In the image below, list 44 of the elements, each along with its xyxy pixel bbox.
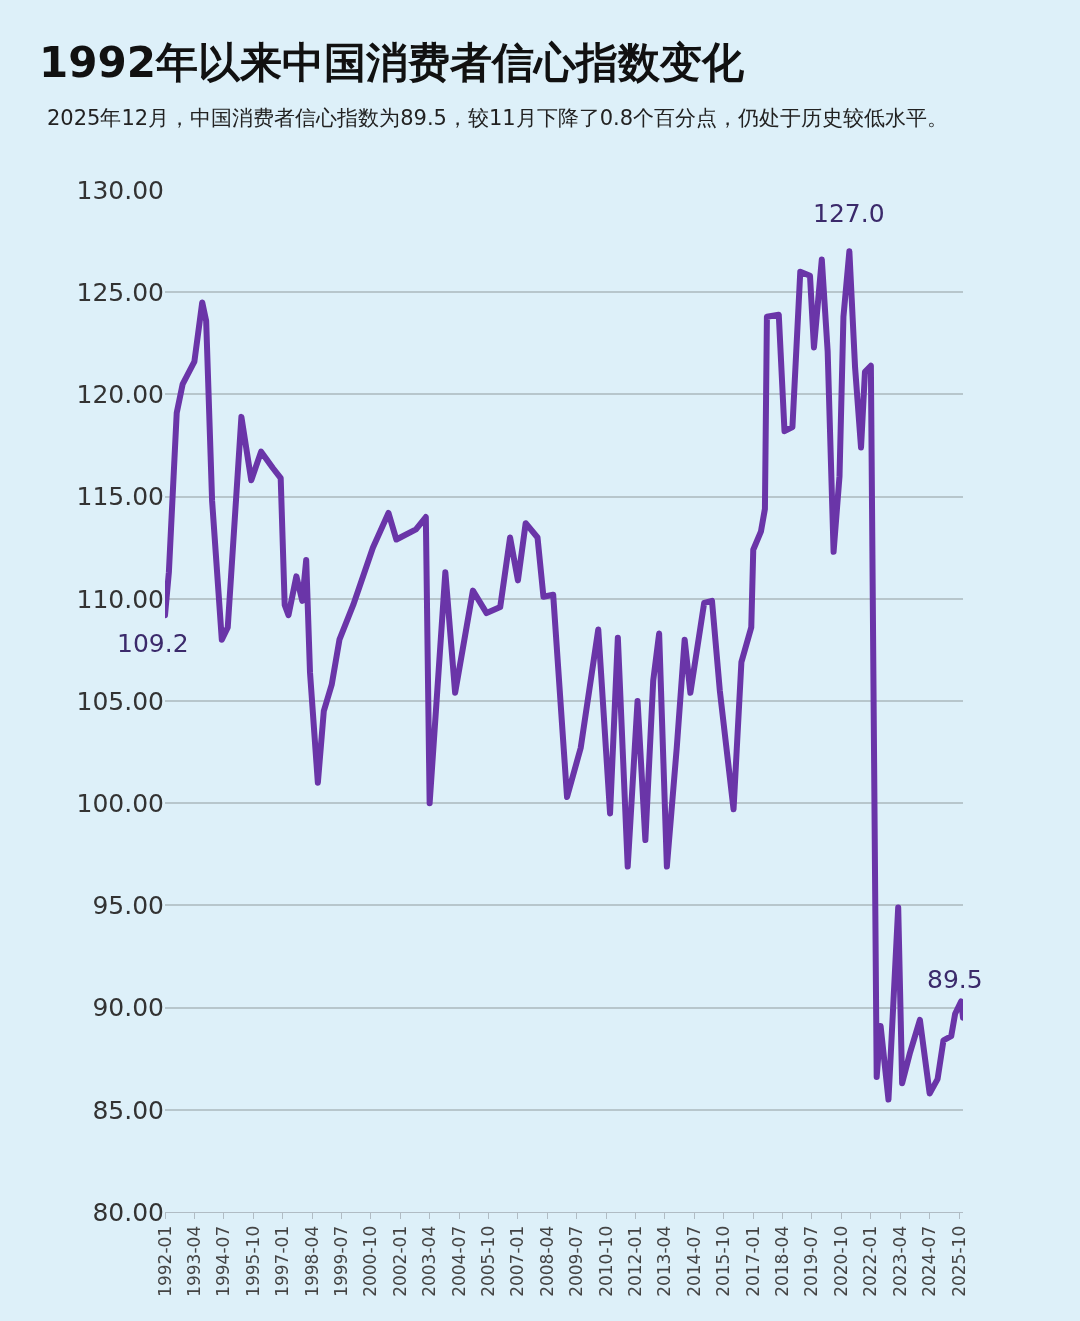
chart-title: 1992年以来中国消费者信心指数变化 bbox=[39, 38, 745, 87]
y-tick-label: 100.00 bbox=[76, 788, 164, 818]
x-tick-label: 2020-10 bbox=[830, 1225, 851, 1297]
x-tick-label: 1999-07 bbox=[330, 1225, 351, 1297]
x-tick-label: 2000-10 bbox=[360, 1225, 381, 1297]
x-tick-label: 1994-07 bbox=[213, 1225, 234, 1297]
annotation: 127.0 bbox=[813, 199, 885, 228]
x-tick-label: 2025-10 bbox=[948, 1225, 969, 1297]
chart-subtitle: 2025年12月，中国消费者信心指数为89.5，较11月下降了0.8个百分点，仍处于历史较低水平。 bbox=[47, 106, 949, 130]
x-tick-label: 2022-01 bbox=[860, 1225, 881, 1297]
y-tick-label: 110.00 bbox=[76, 584, 164, 614]
x-tick-label: 1992-01 bbox=[154, 1225, 175, 1297]
y-tick-label: 115.00 bbox=[76, 482, 164, 512]
x-tick-label: 2014-07 bbox=[683, 1225, 704, 1297]
x-tick-label: 2012-01 bbox=[625, 1225, 646, 1297]
x-tick-label: 2003-04 bbox=[419, 1225, 440, 1297]
y-tick-label: 80.00 bbox=[92, 1197, 164, 1227]
x-tick-label: 2023-04 bbox=[889, 1225, 910, 1297]
y-tick-label: 90.00 bbox=[92, 993, 164, 1023]
x-tick-label: 2004-07 bbox=[448, 1225, 469, 1297]
x-tick-label: 2005-10 bbox=[478, 1225, 499, 1297]
x-tick-label: 2015-10 bbox=[713, 1225, 734, 1297]
x-tick-label: 2017-01 bbox=[742, 1225, 763, 1297]
x-tick-label: 2010-10 bbox=[595, 1225, 616, 1297]
y-tick-label: 125.00 bbox=[76, 277, 164, 307]
y-tick-label: 105.00 bbox=[76, 686, 164, 716]
x-tick-label: 2009-07 bbox=[566, 1225, 587, 1297]
x-tick-label: 2007-01 bbox=[507, 1225, 528, 1297]
x-tick-label: 2019-07 bbox=[801, 1225, 822, 1297]
annotation: 109.2 bbox=[117, 629, 189, 658]
x-tick-label: 2013-04 bbox=[654, 1225, 675, 1297]
x-tick-label: 1995-10 bbox=[242, 1225, 263, 1297]
y-tick-label: 85.00 bbox=[92, 1095, 164, 1125]
x-tick-label: 1998-04 bbox=[301, 1225, 322, 1297]
y-tick-label: 130.00 bbox=[76, 175, 164, 205]
x-tick-label: 2008-04 bbox=[536, 1225, 557, 1297]
x-tick-label: 1993-04 bbox=[183, 1225, 204, 1297]
x-tick-label: 2002-01 bbox=[389, 1225, 410, 1297]
y-tick-label: 95.00 bbox=[92, 891, 164, 921]
x-tick-label: 1997-01 bbox=[272, 1225, 293, 1297]
y-tick-label: 120.00 bbox=[76, 380, 164, 410]
annotation: 89.5 bbox=[927, 965, 983, 994]
x-tick-label: 2024-07 bbox=[919, 1225, 940, 1297]
x-tick-label: 2018-04 bbox=[772, 1225, 793, 1297]
